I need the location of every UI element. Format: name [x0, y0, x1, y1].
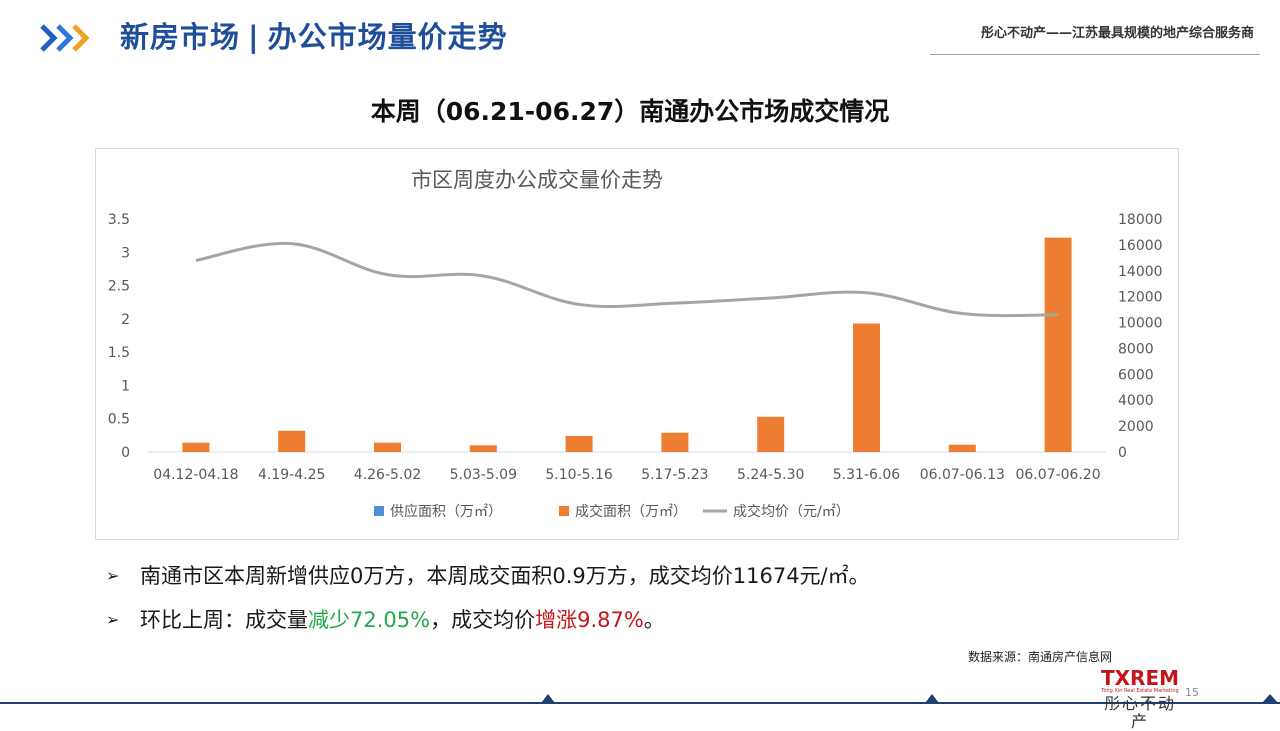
legend-label: 成交均价（元/㎡）: [733, 503, 850, 520]
category-label: 4.19-4.25: [258, 467, 325, 483]
bar-deal-area: [565, 436, 593, 452]
bullet-summary: ➢ 南通市区本周新增供应0万方，本周成交面积0.9万方，成交均价11674元/㎡。: [106, 560, 870, 604]
data-source: 数据来源：南通房产信息网: [968, 650, 1113, 664]
category-label: 06.07-06.13: [920, 467, 1005, 483]
slide-subtitle: 本周（06.21-06.27）南通办公市场成交情况: [370, 97, 890, 126]
right-axis-tick-label: 14000: [1118, 264, 1163, 280]
price-series-line: [195, 241, 1059, 318]
volume-price-chart: 市区周度办公成交量价走势 3.5 3 2.5 2 1.5 1 0.5 0 18000 16000…: [108, 168, 1163, 520]
arrow-bullet-icon: ➢: [106, 566, 120, 585]
left-axis-tick-label: 1: [121, 378, 130, 394]
header: 新房市场 | 办公市场量价走势 彤心不动产——江苏最具规模的地产综合服务商: [0, 0, 1280, 70]
right-axis-tick-label: 6000: [1118, 367, 1154, 383]
category-label: 5.10-5.16: [545, 467, 612, 483]
right-axis-tick-label: 0: [1118, 445, 1127, 461]
page-number: 15: [1185, 686, 1199, 699]
logo-brand: TXREM: [1100, 666, 1180, 690]
category-label: 4.26-5.02: [354, 467, 421, 483]
chevron-arrows-icon: [40, 24, 90, 52]
legend-label: 供应面积（万㎡）: [390, 503, 502, 520]
title-separator: |: [248, 20, 260, 54]
chart-title: 市区周度办公成交量价走势: [411, 168, 663, 192]
chart-container: 市区周度办公成交量价走势 3.5 3 2.5 2 1.5 1 0.5 0 18000 16000…: [95, 148, 1179, 540]
bar-deal-area: [757, 416, 785, 452]
bar-deal-area: [853, 323, 880, 452]
category-label: 5.31-6.06: [833, 467, 900, 483]
comparison-suffix: 。: [643, 608, 665, 632]
company-slogan: 彤心不动产——江苏最具规模的地产综合服务商: [980, 26, 1254, 41]
right-axis-tick-label: 12000: [1118, 290, 1163, 306]
section-title: 新房市场: [120, 20, 241, 54]
left-axis-tick-label: 0.5: [108, 412, 130, 428]
right-axis-tick-label: 4000: [1118, 393, 1154, 409]
bar-deal-area: [374, 442, 401, 452]
bar-deal-area: [182, 442, 210, 452]
bar-deal-area: [948, 444, 976, 452]
right-axis-tick-label: 18000: [1118, 212, 1163, 228]
category-label: 5.03-5.09: [450, 467, 517, 483]
topic-title: 办公市场量价走势: [267, 20, 508, 54]
bullet-list: ➢ 南通市区本周新增供应0万方，本周成交面积0.9万方，成交均价11674元/㎡。…: [106, 560, 870, 648]
bar-deal-area: [469, 445, 497, 452]
category-label: 06.07-06.20: [1015, 467, 1100, 483]
comparison-prefix: 环比上周：成交量: [140, 608, 308, 632]
right-axis-tick-label: 8000: [1118, 341, 1154, 357]
summary-text: 南通市区本周新增供应0万方，本周成交面积0.9万方，成交均价11674元/㎡。: [140, 564, 870, 588]
logo-name: 彤心不动产: [1103, 694, 1176, 731]
arrow-bullet-icon: ➢: [106, 610, 120, 629]
page-title: 新房市场 | 办公市场量价走势: [120, 14, 508, 56]
slogan-underline: [930, 54, 1260, 55]
left-axis-tick-label: 1.5: [108, 345, 130, 361]
left-axis-tick-label: 3: [121, 245, 130, 261]
right-axis-tick-label: 2000: [1118, 419, 1154, 435]
right-axis-tick-label: 10000: [1118, 316, 1163, 332]
left-axis-tick-label: 0: [121, 445, 130, 461]
company-logo: TXREM Tong Xin Real Estate Marketing 彤心不…: [1097, 666, 1183, 731]
category-label: 5.24-5.30: [737, 467, 804, 483]
bar-deal-area: [661, 432, 689, 452]
left-axis-tick-label: 3.5: [108, 212, 130, 228]
logo-tagline: Tong Xin Real Estate Marketing: [1101, 688, 1179, 694]
comparison-mid: ，成交均价: [430, 608, 536, 632]
legend-label: 成交面积（万㎡）: [575, 503, 687, 520]
category-label: 04.12-04.18: [153, 467, 238, 483]
legend-swatch: [559, 506, 569, 516]
footer-divider: [0, 694, 1280, 704]
right-axis-tick-label: 16000: [1118, 238, 1163, 254]
left-axis-tick-label: 2: [121, 312, 130, 328]
bullet-comparison: ➢ 环比上周：成交量减少72.05%，成交均价增涨9.87%。: [106, 604, 870, 648]
left-axis-tick-label: 2.5: [108, 279, 130, 295]
legend-swatch: [374, 506, 384, 516]
volume-change: 减少72.05%: [308, 608, 431, 632]
bar-deal-area: [1044, 237, 1072, 452]
category-label: 5.17-5.23: [641, 467, 708, 483]
price-change: 增涨9.87%: [535, 608, 644, 632]
bar-deal-area: [278, 430, 306, 452]
